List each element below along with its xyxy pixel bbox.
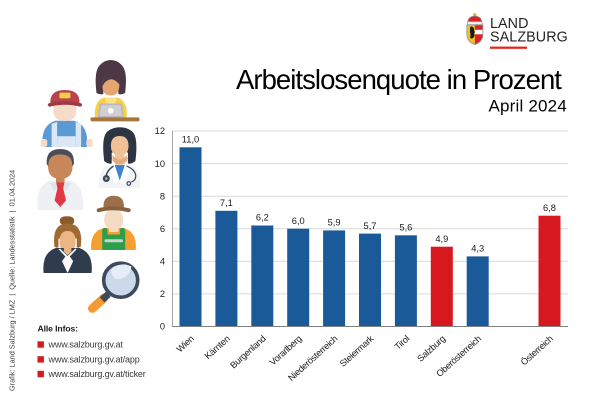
svg-text:6: 6: [160, 224, 165, 234]
svg-text:Österreich: Österreich: [519, 333, 555, 367]
svg-text:5,7: 5,7: [364, 221, 377, 231]
svg-text:Vorarlberg: Vorarlberg: [268, 333, 304, 367]
svg-text:Grafik: Land Salzburg / LMZ |: Grafik: Land Salzburg / LMZ | Quelle: La…: [8, 170, 17, 391]
svg-text:4,3: 4,3: [471, 244, 484, 254]
svg-text:April 2024: April 2024: [488, 97, 567, 116]
svg-text:6,0: 6,0: [292, 216, 305, 226]
svg-text:4,9: 4,9: [435, 234, 448, 244]
svg-text:SALZBURG: SALZBURG: [490, 30, 568, 46]
svg-text:12: 12: [155, 126, 165, 136]
svg-text:10: 10: [155, 159, 165, 169]
svg-text:www.salzburg.gv.at/ticker: www.salzburg.gv.at/ticker: [48, 369, 146, 379]
svg-text:8: 8: [160, 191, 165, 201]
svg-text:www.salzburg.gv.at: www.salzburg.gv.at: [48, 340, 124, 350]
svg-text:Arbeitslosenquote in Prozent: Arbeitslosenquote in Prozent: [236, 64, 562, 95]
svg-text:www.salzburg.gv.at/app: www.salzburg.gv.at/app: [48, 355, 140, 365]
svg-text:2: 2: [160, 289, 165, 299]
svg-text:Kärnten: Kärnten: [203, 333, 232, 361]
svg-text:6,8: 6,8: [543, 203, 556, 213]
svg-text:6,2: 6,2: [256, 213, 269, 223]
svg-text:11,0: 11,0: [182, 135, 199, 145]
svg-text:Burgenland: Burgenland: [228, 333, 268, 370]
svg-text:Tirol: Tirol: [393, 333, 412, 351]
svg-text:5,6: 5,6: [399, 223, 412, 233]
svg-text:7,1: 7,1: [220, 198, 233, 208]
svg-text:Steiermark: Steiermark: [338, 333, 376, 369]
svg-text:0: 0: [160, 322, 165, 332]
svg-text:Alle Infos:: Alle Infos:: [38, 324, 79, 334]
svg-text:Salzburg: Salzburg: [415, 333, 447, 363]
svg-text:Wien: Wien: [174, 333, 195, 354]
svg-text:LAND: LAND: [490, 16, 529, 32]
svg-text:4: 4: [160, 257, 165, 267]
svg-text:5,9: 5,9: [328, 218, 341, 228]
